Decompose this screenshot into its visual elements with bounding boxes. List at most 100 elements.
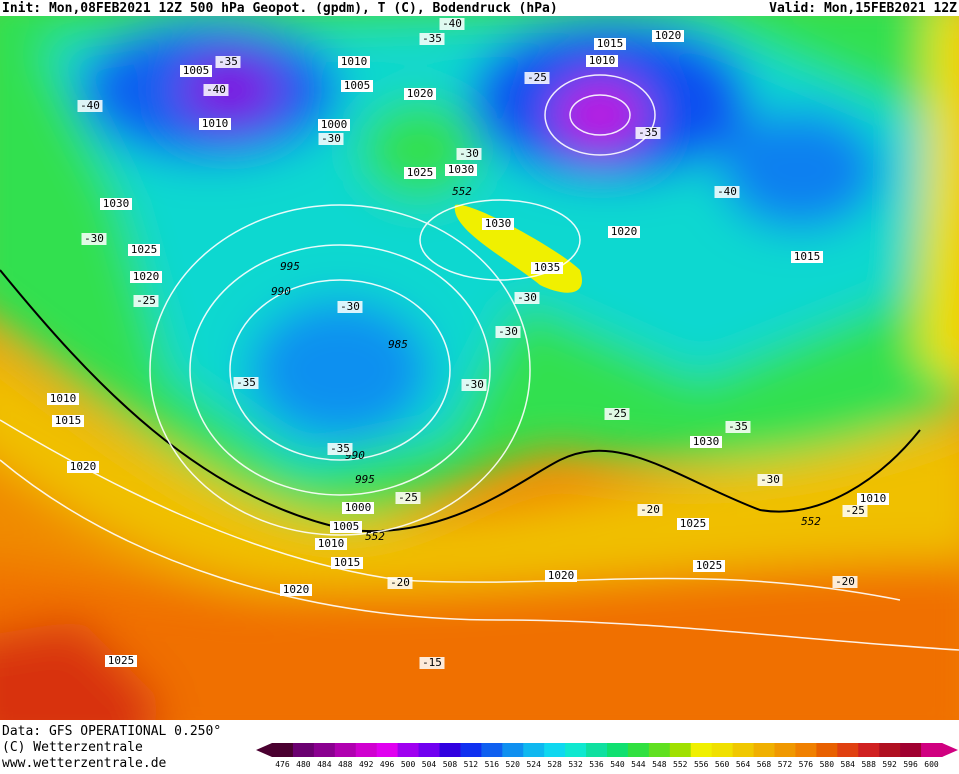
colorbar-label: 516 <box>485 760 500 769</box>
label-box <box>445 164 477 176</box>
colorbar-label: 572 <box>778 760 793 769</box>
label-box <box>677 518 709 530</box>
pressure-label: 1030 <box>693 435 720 448</box>
data-source: Data: GFS OPERATIONAL 0.250° <box>2 724 221 739</box>
colorbar-swatch <box>418 743 440 757</box>
colorbar-swatch <box>774 743 796 757</box>
colorbar-swatch <box>481 743 503 757</box>
colorbar-swatch <box>607 743 629 757</box>
colorbar-swatch <box>627 743 650 757</box>
label-box <box>67 461 99 473</box>
pressure-label: 1030 <box>485 217 512 230</box>
pressure-label: 1010 <box>860 492 887 505</box>
label-box <box>47 393 79 405</box>
label-box <box>215 56 241 68</box>
label-box <box>341 80 373 92</box>
colorbar-swatch <box>292 743 315 757</box>
colorbar-label: 524 <box>526 760 541 769</box>
pressure-label: 1020 <box>655 29 682 42</box>
colorbar-label: 504 <box>422 760 437 769</box>
pressure-label: 1020 <box>133 270 160 283</box>
label-box <box>199 118 231 130</box>
pressure-label: 1000 <box>321 118 348 131</box>
colorbar-swatch <box>690 743 713 757</box>
colorbar-swatch <box>921 743 943 757</box>
pressure-label: 1020 <box>407 87 434 100</box>
label-box <box>338 56 370 68</box>
label-box <box>133 295 159 307</box>
label-box <box>652 30 684 42</box>
colorbar-swatch <box>334 743 357 757</box>
colorbar-swatch <box>355 743 378 757</box>
colorbar-swatch <box>397 743 420 757</box>
height-label: 995 <box>280 260 300 273</box>
colorbar-label: 520 <box>506 760 521 769</box>
temperature-label: -40 <box>717 185 737 198</box>
colorbar-swatch <box>816 743 838 757</box>
temperature-label: -40 <box>80 99 100 112</box>
temperature-label: -35 <box>330 442 350 455</box>
label-box <box>514 292 540 304</box>
label-box <box>105 655 137 667</box>
pressure-label: 1020 <box>548 569 575 582</box>
colorbar-label: 560 <box>715 760 730 769</box>
temperature-label: -40 <box>442 17 462 30</box>
colorbar-label: 528 <box>547 760 562 769</box>
label-box <box>693 560 725 572</box>
colorbar-label: 484 <box>317 760 332 769</box>
colorbar-swatch <box>648 743 671 757</box>
temperature-label: -30 <box>459 147 479 160</box>
label-box <box>791 251 823 263</box>
temperature-label: -15 <box>422 656 442 669</box>
label-box <box>130 271 162 283</box>
height-label: 552 <box>801 515 821 528</box>
pressure-label: 1015 <box>794 250 821 263</box>
label-box <box>757 474 783 486</box>
label-box <box>318 119 350 131</box>
pressure-label: 1030 <box>103 197 130 210</box>
pressure-label: 1010 <box>50 392 77 405</box>
colorbar-label: 476 <box>275 760 290 769</box>
colorbar-swatch <box>460 743 482 757</box>
colorbar-label: 596 <box>903 760 918 769</box>
colorbar-swatch <box>753 743 775 757</box>
pressure-label: 1005 <box>344 79 371 92</box>
colorbar: 476 480 484 488 492 496 500 504 508 512 516 520 524 5… <box>256 743 958 769</box>
temperature-label: -35 <box>638 126 658 139</box>
colorbar-swatch <box>711 743 734 757</box>
colorbar-label: 512 <box>464 760 479 769</box>
colorbar-label: 564 <box>736 760 751 769</box>
temperature-label: -20 <box>835 575 855 588</box>
label-box <box>342 502 374 514</box>
label-box <box>387 577 413 589</box>
colorbar-swatch <box>544 743 566 757</box>
colorbar-swatch <box>795 743 817 757</box>
temperature-label: -25 <box>398 491 418 504</box>
temperature-label: -40 <box>206 83 226 96</box>
label-box <box>233 377 259 389</box>
colorbar-label: 500 <box>401 760 416 769</box>
colorbar-swatch <box>565 743 587 757</box>
pressure-label: 1025 <box>108 654 135 667</box>
label-box <box>327 443 353 455</box>
label-box <box>604 408 630 420</box>
label-box <box>128 244 160 256</box>
colorbar-label: 548 <box>652 760 667 769</box>
colorbar-swatch <box>669 743 692 757</box>
height-label: 995 <box>355 473 375 486</box>
label-box <box>337 301 363 313</box>
colorbar-swatch <box>879 743 901 757</box>
label-box <box>608 226 640 238</box>
label-box <box>77 100 103 112</box>
label-box <box>586 55 618 67</box>
label-box <box>637 504 663 516</box>
height-label: 552 <box>452 185 472 198</box>
label-box <box>81 233 107 245</box>
label-box <box>439 18 465 30</box>
colorbar-swatch <box>732 743 755 757</box>
colorbar-label: 584 <box>841 760 856 769</box>
temperature-label: -30 <box>517 291 537 304</box>
pressure-label: 1010 <box>202 117 229 130</box>
